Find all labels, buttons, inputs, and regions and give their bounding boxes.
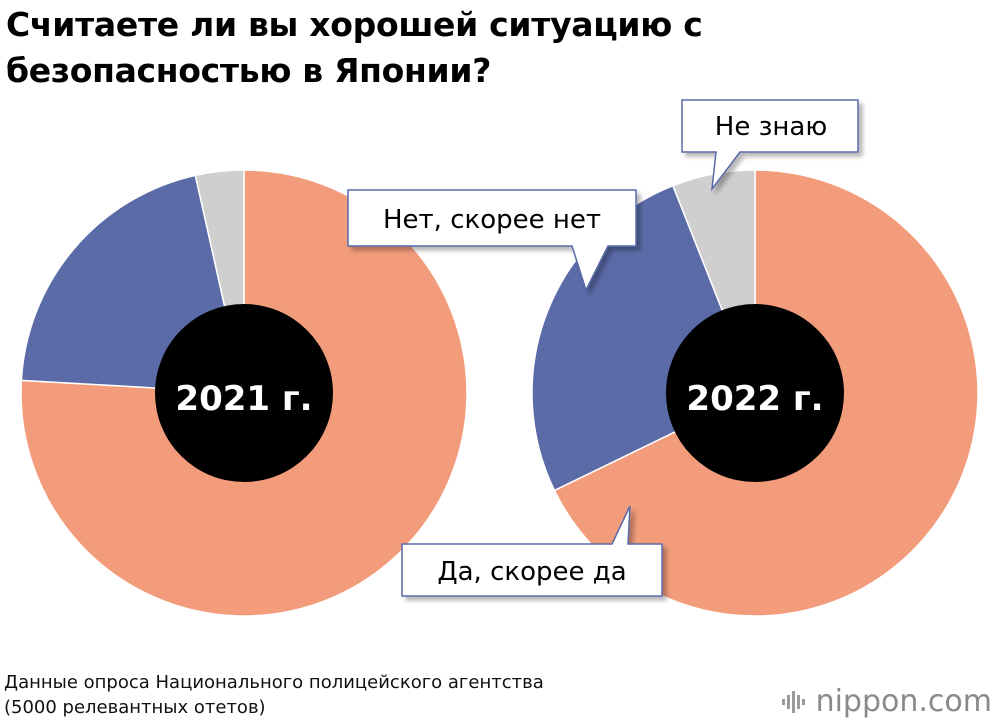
- callout-unknown-label: Не знаю: [715, 112, 827, 142]
- callout-unknown: Не знаю: [681, 99, 859, 192]
- brand-suffix: .com: [918, 683, 992, 719]
- brand-logo: nippon .com: [781, 683, 992, 719]
- callout-yes: Да, скорее да: [401, 505, 663, 597]
- source-note: Данные опроса Национального полицейского…: [4, 670, 544, 720]
- nippon-logo-icon: [781, 687, 808, 715]
- callout-yes-label: Да, скорее да: [437, 557, 626, 587]
- pie-2021-center: [155, 304, 333, 482]
- source-line-1: Данные опроса Национального полицейского…: [4, 672, 544, 693]
- pie-2022-center-label: 2022 г.: [686, 379, 823, 419]
- callout-no: Нет, скорее нет: [347, 189, 637, 292]
- chart-title: Считаете ли вы хорошей ситуацию с безопа…: [6, 5, 703, 90]
- callout-no-label: Нет, скорее нет: [383, 205, 601, 235]
- source-line-2: (5000 релевантных отетов): [4, 697, 266, 718]
- pie-2021-center-label: 2021 г.: [175, 379, 312, 419]
- pie-2022-center: [666, 304, 844, 482]
- brand-name: nippon: [815, 683, 919, 719]
